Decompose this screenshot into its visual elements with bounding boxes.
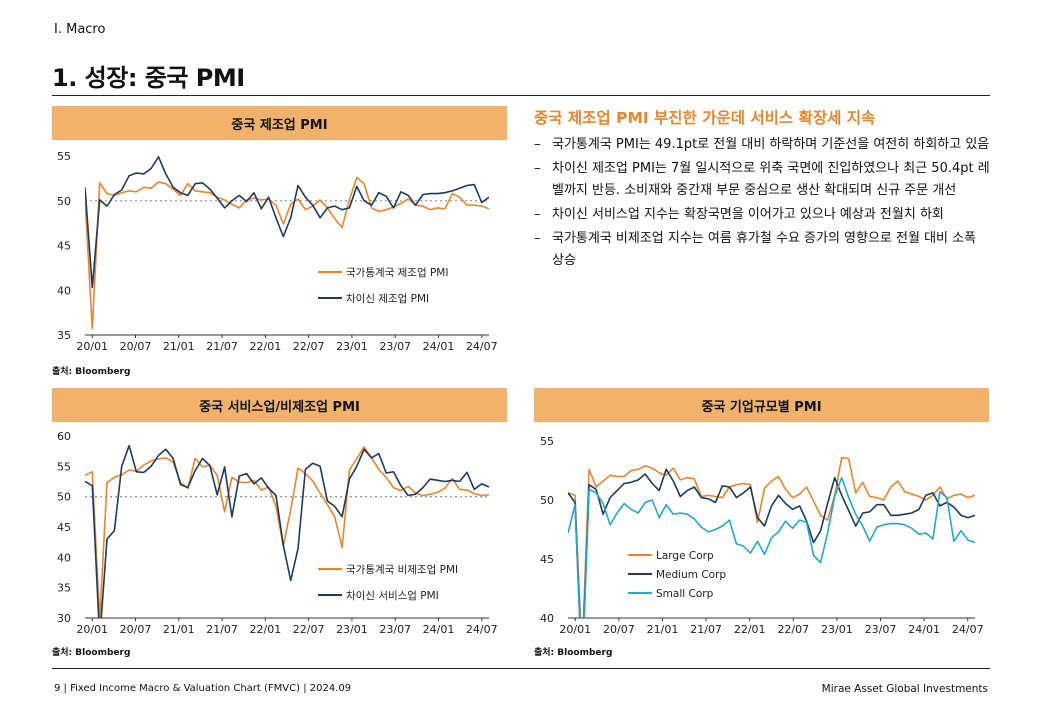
y-tick-label: 50 (540, 494, 554, 507)
x-tick-label: 24/07 (466, 623, 498, 636)
legend-label: Large Corp (656, 550, 714, 562)
series-line-2 (568, 476, 975, 618)
x-tick-label: 21/01 (163, 340, 195, 353)
x-tick-label: 23/07 (865, 623, 897, 636)
x-tick-label: 20/07 (120, 340, 152, 353)
legend-label: 차이신 서비스업 PMI (346, 589, 439, 602)
bullet-item: – 국가통계국 PMI는 49.1pt로 전월 대비 하락하며 기준선을 여전히 … (534, 137, 990, 152)
x-tick-label: 22/07 (293, 623, 325, 636)
x-tick-label: 20/07 (120, 623, 152, 636)
series-line-0 (85, 446, 489, 618)
bullet-text: 차이신 제조업 PMI는 7월 일시적으로 위축 국면에 진입하였으나 최근 5… (552, 161, 990, 198)
y-tick-label: 30 (57, 612, 71, 625)
commentary: 중국 제조업 PMI 부진한 가운데 서비스 확장세 지속 – 국가통계국 PMI… (534, 106, 990, 274)
y-tick-label: 55 (57, 150, 71, 163)
bullet-text: 국가통계국 비제조업 지수는 여름 휴가철 수요 증가의 영향으로 전월 대비 … (552, 231, 977, 268)
chart3-title: 중국 기업규모별 PMI (534, 388, 989, 422)
footer-right: Mirae Asset Global Investments (821, 683, 988, 695)
x-tick-label: 20/07 (603, 623, 635, 636)
commentary-title: 중국 제조업 PMI 부진한 가운데 서비스 확장세 지속 (534, 109, 876, 127)
x-tick-label: 23/01 (336, 623, 368, 636)
x-tick-label: 22/01 (250, 623, 282, 636)
bullet-item: – 차이신 서비스업 지수는 확장국면을 이어가고 있으나 예상과 전월치 하회 (534, 207, 944, 222)
y-tick-label: 35 (57, 329, 71, 342)
x-tick-label: 20/01 (76, 623, 108, 636)
y-tick-label: 45 (57, 521, 71, 534)
footer-left: 9 | Fixed Income Macro & Valuation Chart… (54, 683, 352, 694)
x-tick-label: 24/01 (423, 340, 455, 353)
x-tick-label: 21/07 (690, 623, 722, 636)
y-tick-label: 60 (57, 430, 71, 443)
x-tick-label: 24/07 (952, 623, 984, 636)
x-tick-label: 21/01 (163, 623, 195, 636)
x-tick-label: 23/07 (379, 340, 411, 353)
section-label: I. Macro (54, 22, 106, 37)
chart1-manufacturing-pmi: 35 40 45 50 55 20/01 20/07 21/01 21/07 22/01 22/07… (57, 150, 498, 353)
x-tick-label: 24/01 (908, 623, 940, 636)
legend-label: 차이신 제조업 PMI (346, 292, 429, 305)
bullet-item: – 국가통계국 비제조업 지수는 여름 휴가철 수요 증가의 영향으로 전월 대비… (534, 231, 977, 268)
x-tick-label: 22/07 (777, 623, 809, 636)
top-divider (52, 95, 990, 96)
chart2-services-pmi: 30 35 40 45 50 55 60 20/01 20/07 21/01 21/07 22/01 2… (57, 430, 498, 636)
y-tick-label: 35 (57, 582, 71, 595)
series-line-0 (85, 176, 489, 330)
bullet-text: 차이신 서비스업 지수는 확장국면을 이어가고 있으나 예상과 전월치 하회 (552, 207, 944, 222)
x-tick-label: 23/01 (821, 623, 853, 636)
y-tick-label: 50 (57, 491, 71, 504)
legend-label: 국가통계국 비제조업 PMI (346, 563, 458, 576)
series-line-1 (85, 444, 489, 618)
series-line-1 (85, 156, 489, 289)
chart2-title: 중국 서비스업/비제조업 PMI (52, 388, 507, 422)
chart3-size-pmi: 40 45 50 55 20/01 20/07 21/01 21/07 22/01 22/07 23… (540, 435, 984, 636)
y-tick-label: 55 (540, 435, 554, 448)
x-tick-label: 20/01 (76, 340, 108, 353)
y-tick-label: 40 (540, 612, 554, 625)
y-tick-label: 40 (57, 551, 71, 564)
chart1-title: 중국 제조업 PMI (52, 106, 507, 140)
y-tick-label: 45 (540, 553, 554, 566)
y-tick-label: 40 (57, 284, 71, 297)
x-tick-label: 20/01 (559, 623, 591, 636)
legend-label: Small Corp (656, 588, 714, 600)
legend-label: 국가통계국 제조업 PMI (346, 266, 448, 279)
x-tick-label: 22/07 (293, 340, 325, 353)
series-line-0 (568, 456, 975, 618)
chart2-source: 출처: Bloomberg (52, 648, 131, 658)
legend-label: Medium Corp (656, 569, 726, 581)
x-tick-label: 21/07 (206, 623, 238, 636)
y-tick-label: 45 (57, 240, 71, 253)
x-tick-label: 24/01 (423, 623, 455, 636)
series-line-1 (568, 468, 975, 618)
bottom-divider (52, 668, 990, 669)
x-tick-label: 23/01 (336, 340, 368, 353)
bullet-text: 국가통계국 PMI는 49.1pt로 전월 대비 하락하며 기준선을 여전히 하… (552, 137, 990, 152)
bullet-item: – 차이신 제조업 PMI는 7월 일시적으로 위축 국면에 진입하였으나 최근 … (534, 161, 990, 198)
x-tick-label: 23/07 (379, 623, 411, 636)
x-tick-label: 21/07 (206, 340, 238, 353)
x-tick-label: 22/01 (250, 340, 282, 353)
x-tick-label: 21/01 (647, 623, 679, 636)
chart1-source: 출처: Bloomberg (52, 367, 131, 377)
y-tick-label: 55 (57, 460, 71, 473)
x-tick-label: 22/01 (734, 623, 766, 636)
page-title: 1. 성장: 중국 PMI (52, 64, 245, 92)
commentary-bullets: – 국가통계국 PMI는 49.1pt로 전월 대비 하락하며 기준선을 여전히 … (534, 134, 990, 272)
x-tick-label: 24/07 (466, 340, 498, 353)
chart3-source: 출처: Bloomberg (534, 648, 613, 658)
y-tick-label: 50 (57, 195, 71, 208)
